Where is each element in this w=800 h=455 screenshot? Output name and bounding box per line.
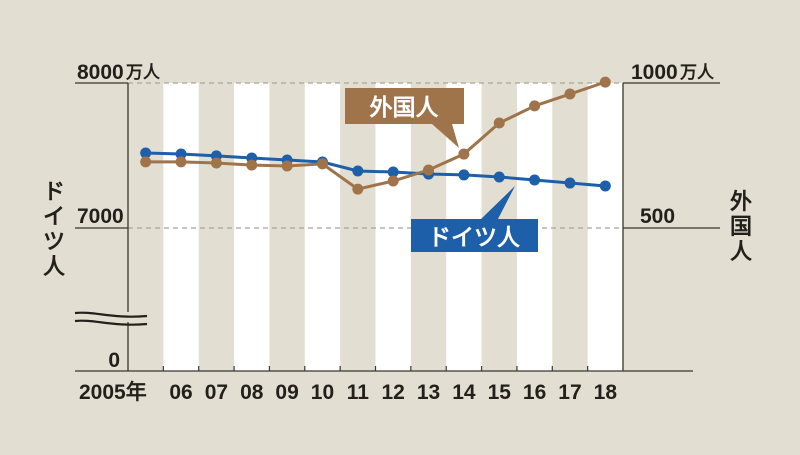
data-point [599,180,611,192]
data-point [458,148,470,160]
data-point [387,175,399,187]
left-top-tick-label: 8000 [77,61,124,84]
axes [74,82,720,372]
x-tick-label: 09 [275,381,298,404]
x-tick-label: 12 [381,381,404,404]
x-tick-label: 13 [417,381,440,404]
data-point [599,76,611,88]
data-point [281,160,293,172]
callout-german: ドイツ人 [411,186,538,252]
x-tick-label: 10 [311,381,334,404]
x-tick-label: 06 [169,381,192,404]
data-point [564,177,576,189]
data-point [387,166,399,178]
gridlines [128,82,623,229]
char: 国 [729,215,752,240]
right-axis-title: 外 国 人 [728,190,754,265]
axis-break-icon [74,311,148,326]
x-tick-label: 08 [240,381,264,404]
data-point [316,158,328,170]
data-point [175,148,187,160]
char: ツ [42,230,65,255]
stripe [234,83,270,371]
x-tick-label: 16 [523,381,546,404]
right-unit-label: 万人 [679,63,715,82]
x-tick-label: 2005年 [79,380,147,404]
data-point [493,117,505,129]
callout-foreign: 外国人 [345,88,464,148]
stripe [375,83,411,371]
char: ド [42,180,65,205]
data-point [140,147,152,159]
x-tick-label: 15 [488,381,512,404]
series-foreign [140,76,611,195]
data-point [529,174,541,186]
x-tick-label: 07 [205,381,228,404]
data-point [423,164,435,176]
data-point [458,169,470,181]
data-point [529,100,541,112]
stripe [304,83,341,371]
char: 人 [42,255,65,280]
background-stripes [163,83,623,371]
data-point [352,165,364,177]
left-axis-title: ド イ ツ 人 [41,180,67,280]
data-point [175,156,187,168]
data-point [493,171,505,183]
data-point [246,159,258,171]
right-mid-tick-label: 500 [640,205,675,228]
data-point [352,183,364,195]
left-unit-label: 万人 [125,63,161,82]
x-tick-label: 17 [558,381,581,404]
left-mid-tick-label: 7000 [77,205,124,228]
right-top-tick-label: 1000 [631,61,678,84]
callout-german-label: ドイツ人 [428,225,521,251]
left-zero-tick-label: 0 [108,349,120,372]
char: 外 [729,190,752,215]
callout-foreign-label: 外国人 [370,94,440,121]
series-lines [140,76,611,195]
char: イ [42,205,65,230]
char: 人 [729,240,752,265]
x-tick-label: 18 [594,381,618,404]
data-point [140,156,152,168]
data-point [210,157,222,169]
x-tick-label: 14 [452,381,476,404]
stripe [163,83,199,371]
x-tick-label: 11 [347,381,370,404]
x-axis-labels: 2005年 06 07 08 09 10 11 12 13 14 15 16 17 18 [79,380,617,404]
data-point [564,88,576,100]
stripe [587,83,623,371]
